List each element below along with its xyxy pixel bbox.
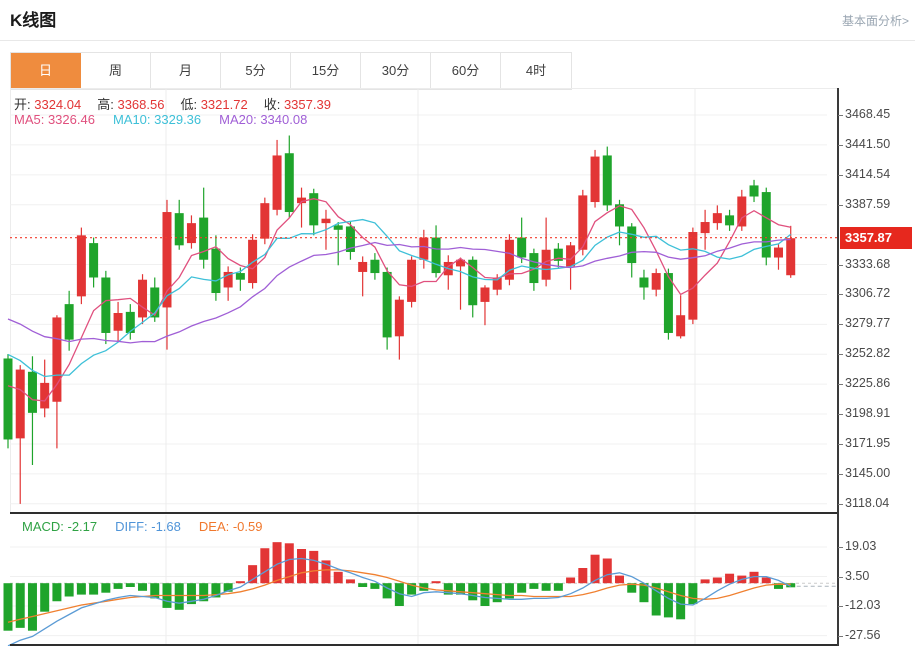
- price-axis-label: 3414.54: [837, 166, 891, 181]
- legend-item: 低: 3321.72: [180, 97, 248, 112]
- diff-line: [7, 557, 791, 646]
- macd-chart-canvas[interactable]: [0, 515, 837, 646]
- price-axis-label: 3387.59: [837, 196, 891, 211]
- legend-item: 收: 3357.39: [263, 97, 331, 112]
- tab-日[interactable]: 日: [11, 53, 81, 89]
- macd-histogram: [3, 542, 796, 631]
- fundamental-analysis-link[interactable]: 基本面分析>: [841, 14, 909, 28]
- price-axis-label: 3468.45: [837, 107, 891, 121]
- legend-item: MA5: 3326.46: [14, 112, 95, 127]
- tab-60分[interactable]: 60分: [431, 53, 501, 89]
- price-axis-label: 3145.00: [837, 465, 891, 480]
- legend-item: DEA: -0.59: [198, 519, 263, 534]
- legend-item: MA20: 3340.08: [219, 112, 308, 127]
- price-axis-label: 3198.91: [837, 406, 891, 421]
- price-axis-label: 3118.04: [837, 495, 890, 510]
- macd-axis-label: -12.03: [837, 598, 881, 613]
- tab-月[interactable]: 月: [151, 53, 221, 89]
- header-divider: [0, 40, 915, 41]
- dea-line: [7, 569, 791, 623]
- tab-4时[interactable]: 4时: [501, 53, 571, 89]
- page-title: K线图: [10, 11, 57, 30]
- ohlc-legend: 开: 3324.04 高: 3368.56 低: 3321.72 收: 3357.39: [14, 94, 331, 113]
- legend-item: 开: 3324.04: [14, 97, 82, 112]
- chart-left-border: [10, 88, 11, 513]
- bottom-border: [10, 644, 837, 646]
- ma-legend: MA5: 3326.46 MA10: 3329.36 MA20: 3340.08: [14, 112, 307, 127]
- tab-15分[interactable]: 15分: [291, 53, 361, 89]
- price-axis-label: 3441.50: [837, 136, 891, 151]
- tab-5分[interactable]: 5分: [221, 53, 291, 89]
- price-axis-label: 3171.95: [837, 435, 891, 450]
- legend-item: MACD: -2.17: [22, 519, 98, 534]
- tab-周[interactable]: 周: [81, 53, 151, 89]
- candlestick-series: [3, 135, 796, 504]
- ma5-line: [7, 198, 791, 402]
- legend-item: MA10: 3329.36: [112, 112, 202, 127]
- price-axis-label: 3306.72: [837, 286, 891, 301]
- macd-axis-label: -27.56: [837, 627, 881, 642]
- price-axis-label: 3279.77: [837, 316, 891, 331]
- period-tabbar: 日周月 5分 15分 30分 60分 4时: [10, 52, 572, 90]
- macd-legend: MACD: -2.17 DIFF: -1.68 DEA: -0.59: [22, 519, 262, 534]
- tab-30分[interactable]: 30分: [361, 53, 431, 89]
- macd-gridlines: [10, 515, 837, 644]
- chart-top-border: [10, 88, 837, 89]
- legend-item: DIFF: -1.68: [115, 519, 181, 534]
- panel-separator: [10, 512, 837, 514]
- price-axis-label: 3225.86: [837, 376, 891, 391]
- y-axis-line: [837, 88, 839, 646]
- price-axis-label: 3333.68: [837, 256, 891, 271]
- ma10-line: [7, 218, 792, 378]
- macd-axis-label: 3.50: [837, 568, 870, 583]
- current-price-badge: 3357.87: [840, 226, 912, 249]
- macd-axis-label: 19.03: [837, 539, 877, 554]
- candlestick-chart-canvas[interactable]: [0, 88, 837, 513]
- price-axis-label: 3252.82: [837, 346, 891, 361]
- legend-item: 高: 3368.56: [97, 97, 165, 112]
- ma20-line: [7, 238, 791, 344]
